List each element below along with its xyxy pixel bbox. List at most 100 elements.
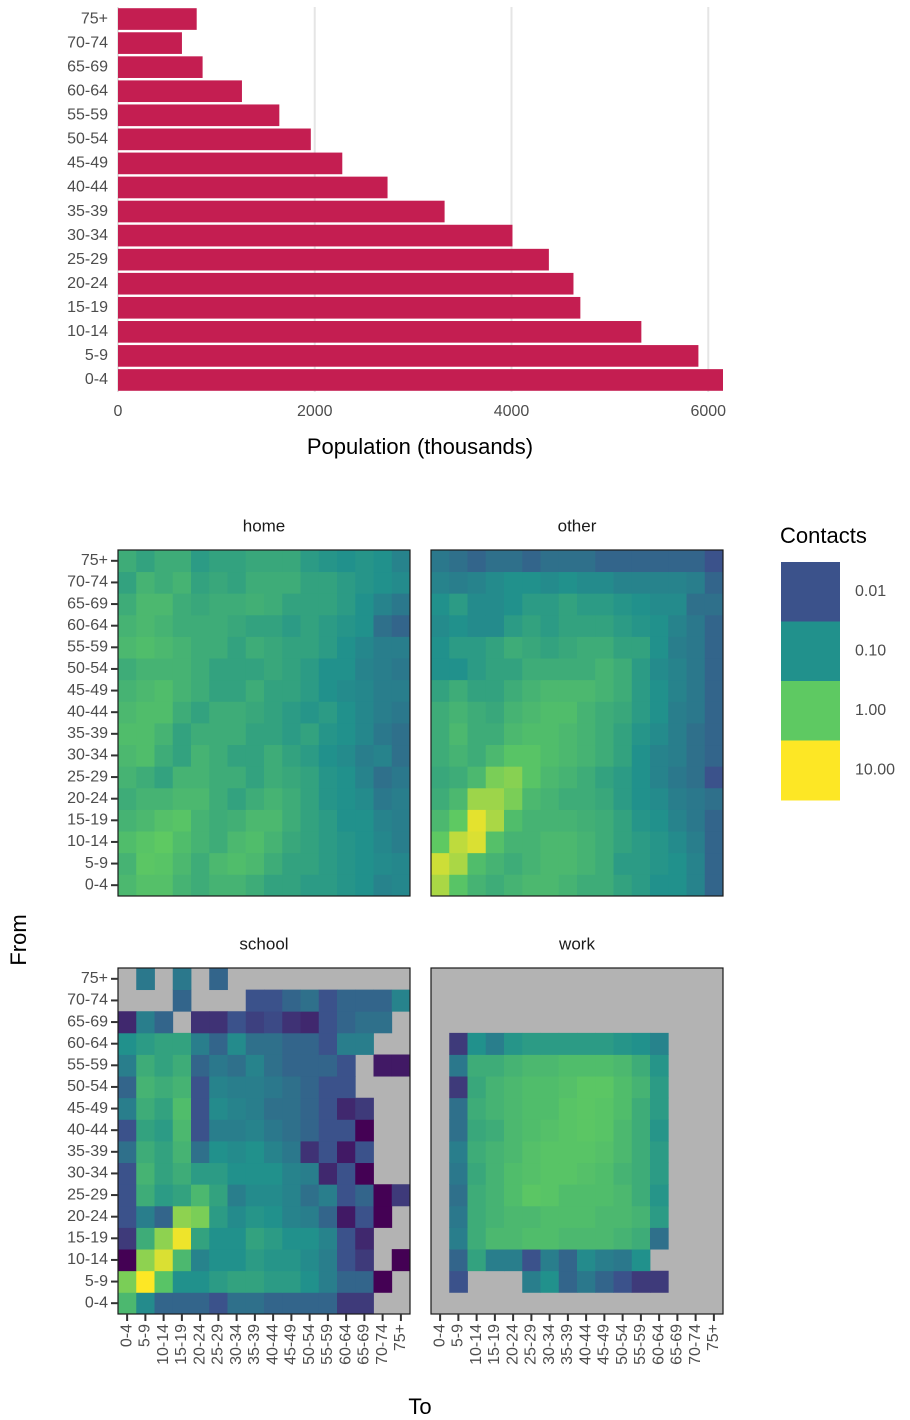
heatmap-cell bbox=[337, 723, 356, 746]
heatmap-cell bbox=[668, 809, 687, 832]
heatmap-cell bbox=[650, 571, 669, 594]
heatmap-cell bbox=[355, 1141, 374, 1164]
heatmap-cell bbox=[558, 1076, 578, 1099]
heatmap-cell bbox=[668, 723, 687, 746]
heatmap-cell bbox=[245, 1141, 265, 1164]
heatmap-cell bbox=[300, 1054, 320, 1077]
heatmap-cell bbox=[650, 614, 669, 637]
x-tick-label: 15-19 bbox=[173, 1324, 190, 1365]
heatmap-cell bbox=[337, 874, 356, 897]
heatmap-cell bbox=[631, 723, 651, 746]
heatmap-cell bbox=[485, 723, 505, 746]
heatmap-cell bbox=[337, 1184, 356, 1207]
heatmap-cell bbox=[431, 701, 450, 724]
heatmap-cell bbox=[431, 744, 450, 767]
heatmap-cell bbox=[577, 874, 596, 897]
heatmap-cell bbox=[373, 550, 393, 573]
heatmap-cell bbox=[391, 809, 411, 832]
heatmap-cell bbox=[577, 1076, 596, 1099]
heatmap-cell bbox=[704, 550, 724, 573]
heatmap-cell bbox=[245, 831, 265, 854]
heatmap-cell bbox=[318, 744, 338, 767]
heatmap-cell bbox=[172, 1205, 192, 1228]
heatmap-cell bbox=[577, 701, 596, 724]
heatmap-cell bbox=[136, 1097, 155, 1120]
heatmap-cell bbox=[227, 1249, 247, 1272]
heatmap-cell bbox=[191, 852, 210, 875]
heatmap-cell bbox=[282, 1054, 301, 1077]
heatmap-cell bbox=[227, 1076, 247, 1099]
heatmap-cell bbox=[467, 1227, 487, 1250]
heatmap-cell bbox=[245, 1205, 265, 1228]
heatmap-cell bbox=[318, 658, 338, 681]
heatmap-cell bbox=[595, 852, 614, 875]
heatmap-cell bbox=[704, 658, 724, 681]
heatmap-cell bbox=[522, 766, 541, 789]
heatmap-cell bbox=[558, 831, 578, 854]
heatmap-cell bbox=[558, 1227, 578, 1250]
heatmap-cell bbox=[613, 614, 633, 637]
heatmap-cell bbox=[631, 744, 651, 767]
heatmap-cell bbox=[686, 636, 706, 659]
heatmap-cell bbox=[245, 852, 265, 875]
heatmap-cell bbox=[467, 723, 487, 746]
heatmap-cell bbox=[650, 1097, 669, 1120]
heatmap-cell bbox=[245, 787, 265, 810]
heatmap-cell bbox=[613, 787, 633, 810]
heatmap-cell bbox=[504, 571, 523, 594]
heatmap-cell bbox=[282, 1292, 301, 1315]
heatmap-cell bbox=[154, 1141, 174, 1164]
heatmap-cell bbox=[337, 1011, 356, 1034]
heatmap-cell bbox=[172, 874, 192, 897]
heatmap-cell bbox=[245, 550, 265, 573]
heatmap-cell bbox=[522, 636, 541, 659]
heatmap-cell bbox=[318, 593, 338, 616]
heatmap-cell bbox=[172, 1249, 192, 1272]
heatmap-cell bbox=[522, 1205, 541, 1228]
heatmap-cell bbox=[558, 1162, 578, 1185]
heatmap-cell bbox=[577, 679, 596, 702]
heatmap-cell bbox=[136, 809, 155, 832]
heatmap-cell bbox=[467, 571, 487, 594]
heatmap-cell bbox=[245, 744, 265, 767]
heatmap-cell bbox=[337, 1076, 356, 1099]
heatmap-cell bbox=[118, 571, 137, 594]
heatmap-cell bbox=[485, 852, 505, 875]
heatmap-cell bbox=[227, 809, 247, 832]
heatmap-cell bbox=[136, 874, 155, 897]
heatmap-cell bbox=[154, 744, 174, 767]
bar bbox=[118, 272, 574, 295]
heatmap-cell bbox=[118, 1119, 137, 1142]
heatmap-cell bbox=[245, 1097, 265, 1120]
heatmap-cell bbox=[613, 1162, 633, 1185]
heatmap-cell bbox=[631, 1184, 651, 1207]
heatmap-cell bbox=[209, 809, 228, 832]
heatmap-cell bbox=[558, 593, 578, 616]
heatmap-cell bbox=[318, 809, 338, 832]
heatmap-cell bbox=[650, 723, 669, 746]
heatmap-cell bbox=[650, 1227, 669, 1250]
heatmap-cell bbox=[282, 571, 301, 594]
heatmap-cell bbox=[300, 1270, 320, 1293]
heatmap-cell bbox=[467, 658, 487, 681]
heatmap-cell bbox=[449, 787, 468, 810]
heatmap-cell bbox=[191, 1292, 210, 1315]
heatmap-cell bbox=[431, 787, 450, 810]
x-tick-label: 50-54 bbox=[614, 1324, 631, 1365]
heatmap-cell bbox=[282, 636, 301, 659]
heatmap-cell bbox=[577, 766, 596, 789]
heatmap-cell bbox=[209, 1054, 228, 1077]
heatmap-cell bbox=[191, 614, 210, 637]
heatmap-cell bbox=[704, 744, 724, 767]
heatmap-cell bbox=[504, 1119, 523, 1142]
heatmap-cell bbox=[431, 614, 450, 637]
heatmap-cell bbox=[300, 550, 320, 573]
heatmap-cell bbox=[154, 831, 174, 854]
heatmap-cell bbox=[154, 658, 174, 681]
heatmap-cell bbox=[631, 679, 651, 702]
heatmap-cell bbox=[540, 809, 560, 832]
heatmap-cell bbox=[282, 1270, 301, 1293]
heatmap-cell bbox=[172, 1119, 192, 1142]
heatmap-cell bbox=[540, 701, 560, 724]
